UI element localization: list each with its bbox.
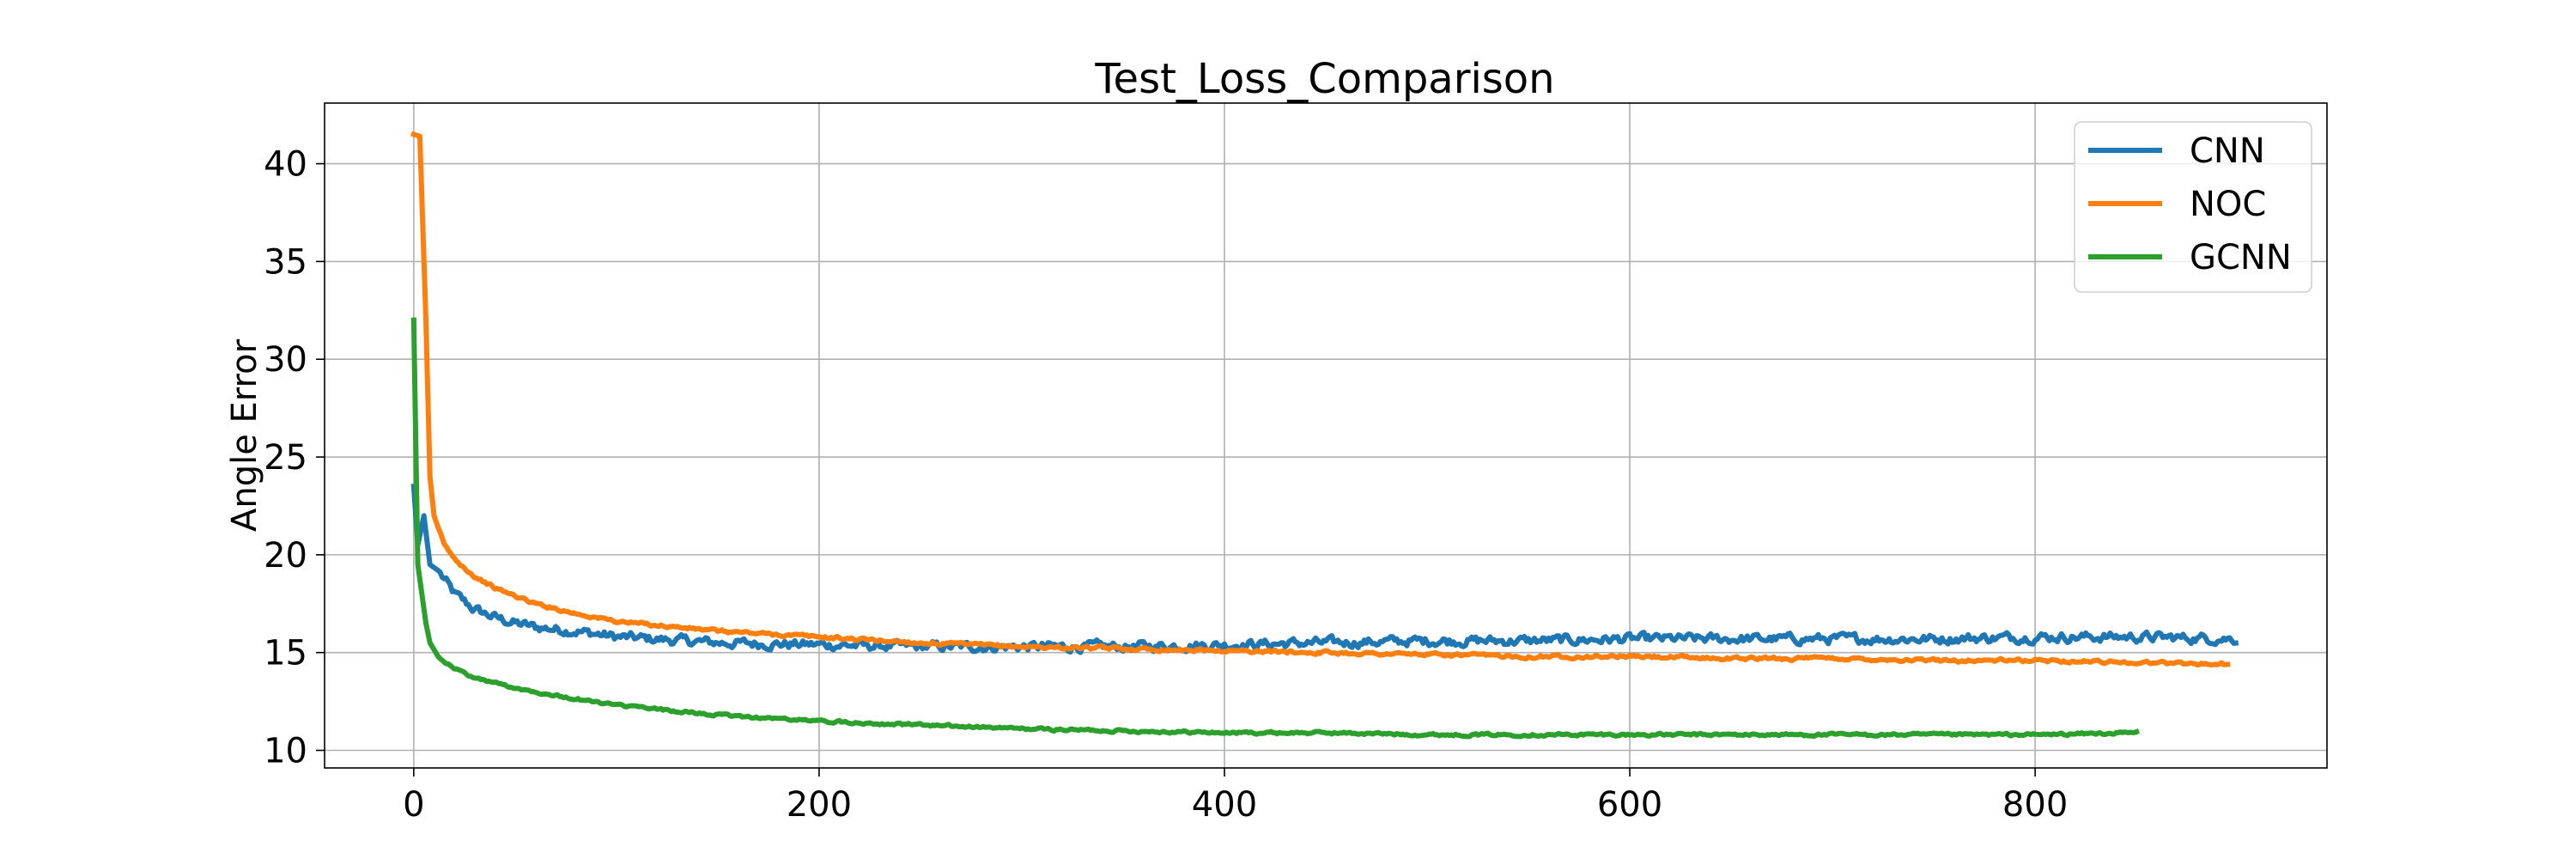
- x-tick-label: 200: [787, 785, 852, 825]
- grid: [325, 103, 2327, 768]
- series-layer: [410, 131, 2239, 740]
- x-tick-label: 400: [1192, 785, 1257, 825]
- y-tick-label: 35: [264, 242, 307, 282]
- x-axis-ticks: 0 200 400 600 800: [403, 768, 2068, 825]
- legend-label-cnn: CNN: [2190, 131, 2265, 171]
- legend-label-gcnn: GCNN: [2190, 238, 2292, 277]
- x-tick-label: 800: [2002, 785, 2068, 825]
- y-tick-label: 40: [264, 145, 307, 185]
- y-tick-label: 25: [264, 438, 307, 478]
- y-axis-ticks: 10 15 20 25 30 35 40: [264, 145, 325, 771]
- legend-box: [2074, 121, 2312, 293]
- plot-frame: [324, 102, 2328, 769]
- chart-title: Test_Loss_Comparison: [1094, 55, 1554, 103]
- x-tick-label: 0: [403, 785, 424, 825]
- y-tick-label: 30: [264, 340, 307, 380]
- legend: CNN NOC GCNN: [2074, 121, 2312, 293]
- series-line-gcnn: [410, 317, 2140, 740]
- series-line-cnn: [410, 483, 2239, 655]
- y-tick-label: 15: [264, 634, 307, 673]
- legend-label-noc: NOC: [2190, 185, 2266, 224]
- series-line-noc: [410, 131, 2231, 668]
- y-tick-label: 10: [264, 732, 307, 771]
- y-axis-label: Angle Error: [225, 338, 264, 532]
- y-tick-label: 20: [264, 536, 307, 576]
- x-tick-label: 600: [1597, 785, 1662, 825]
